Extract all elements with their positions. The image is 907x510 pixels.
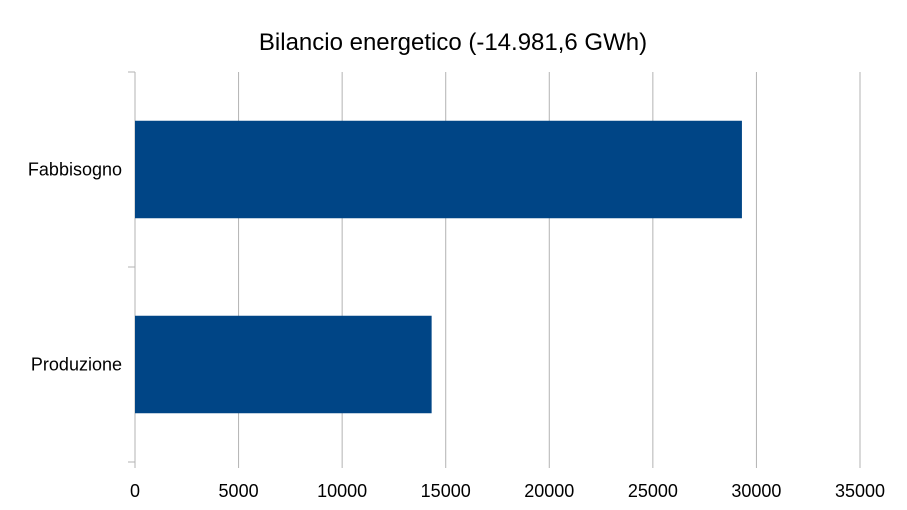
bar [135,120,742,219]
x-tick-label: 5000 [219,481,259,501]
x-tick-label: 25000 [628,481,678,501]
x-tick-label: 15000 [421,481,471,501]
y-axis-categories: Fabbisogno Produzione [28,160,122,375]
x-tick-label: 30000 [731,481,781,501]
x-tick-label: 0 [130,481,140,501]
x-axis-ticks: 0 5000 10000 15000 20000 25000 30000 35000 [130,462,885,501]
bars [135,120,742,414]
bar [135,315,432,414]
category-label: Fabbisogno [28,160,122,180]
x-tick-label: 35000 [835,481,885,501]
x-tick-label: 10000 [317,481,367,501]
x-tick-label: 20000 [524,481,574,501]
category-label: Produzione [31,355,122,375]
chart-title: Bilancio energetico (-14.981,6 GWh) [259,29,647,56]
